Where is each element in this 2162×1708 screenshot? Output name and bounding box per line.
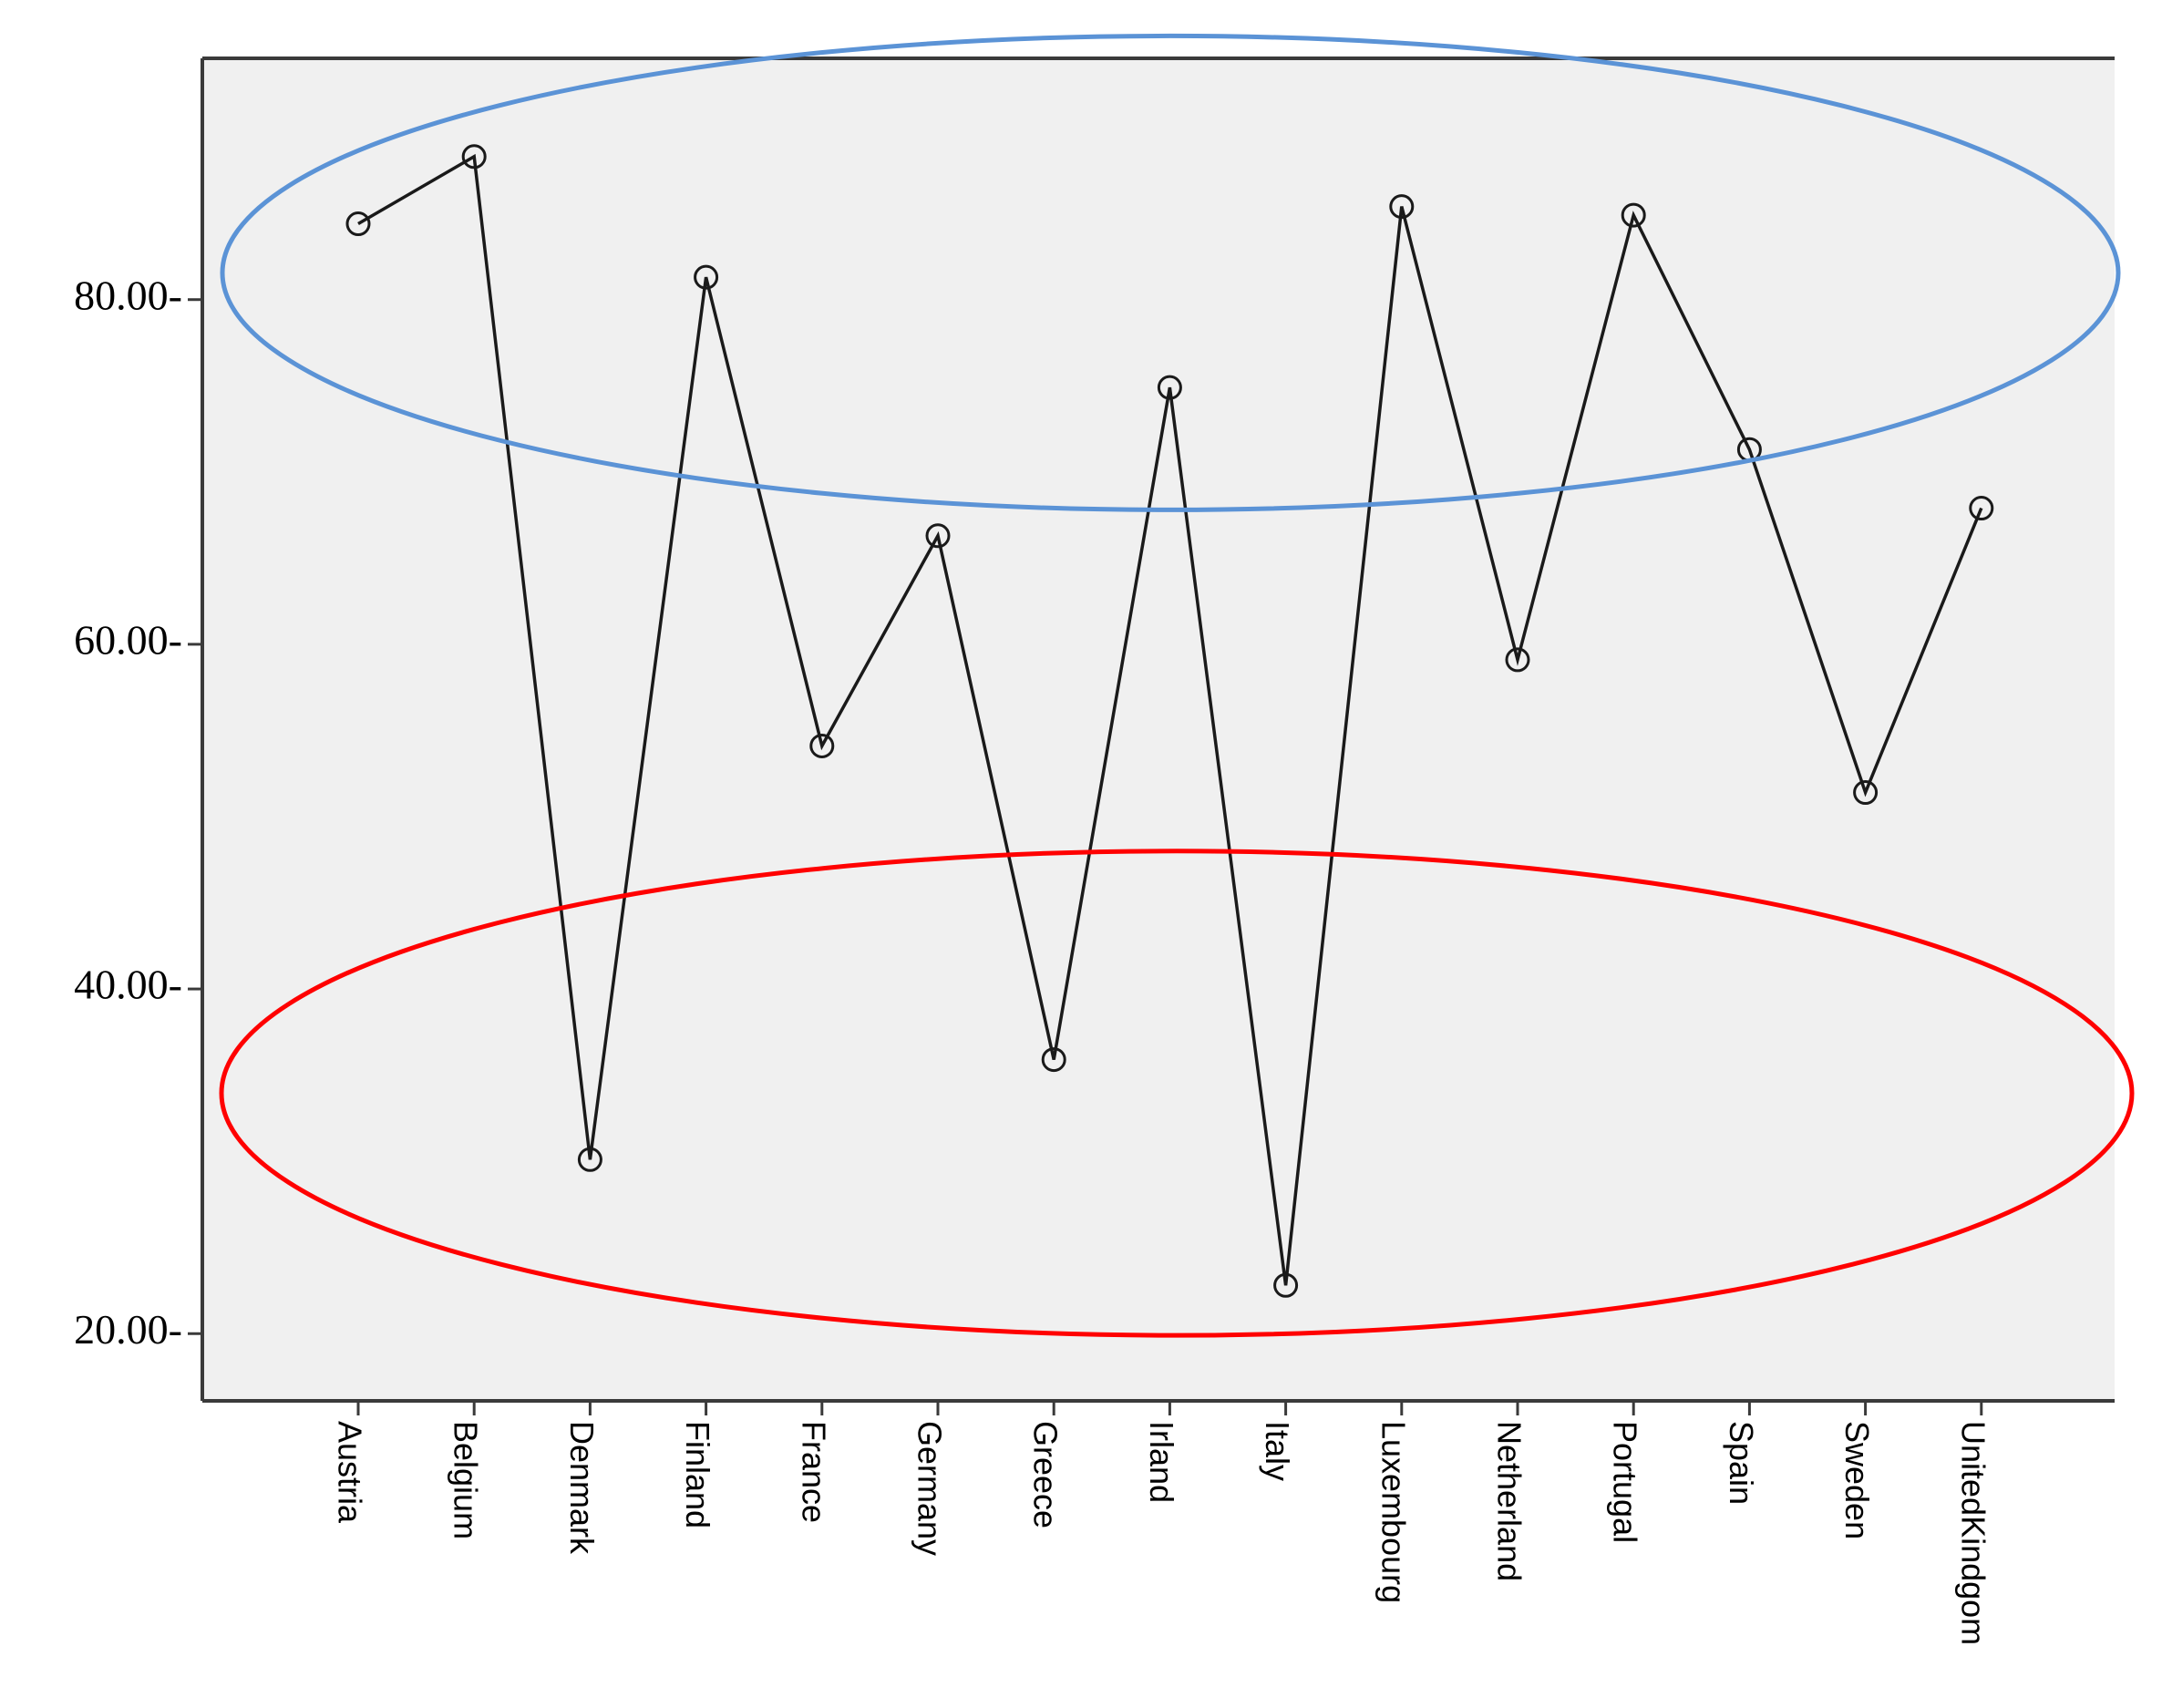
data-point	[1157, 375, 1182, 400]
x-tick-label: Spain	[1723, 1421, 1760, 1505]
data-point	[1505, 647, 1530, 673]
x-tick-label: Greece	[1027, 1421, 1065, 1528]
data-point	[577, 1147, 602, 1172]
data-point	[345, 211, 371, 237]
x-tick-label: Luxembourg	[1374, 1421, 1412, 1603]
data-point	[1273, 1272, 1299, 1298]
x-tick-label: UnitedKindgom	[1954, 1421, 1992, 1645]
high-group-ellipse	[220, 33, 2121, 512]
y-tick-label: 60.00-	[74, 616, 182, 663]
data-point	[461, 144, 487, 170]
x-tick-label: Finland	[679, 1421, 716, 1528]
x-tick-label: Austria	[331, 1421, 368, 1524]
x-tick-label: Irland	[1143, 1421, 1180, 1503]
y-axis-ticks: 20.00- 40.00- 60.00- 80.00-	[74, 272, 202, 1353]
x-tick-label: Netherland	[1490, 1421, 1528, 1581]
x-tick-label: France	[795, 1421, 832, 1523]
data-point	[925, 523, 951, 549]
series-line	[357, 153, 1983, 1286]
data-point	[1389, 194, 1415, 220]
plot-background	[202, 58, 2115, 1401]
data-point	[694, 264, 719, 290]
x-tick-label: Belgium	[448, 1421, 485, 1539]
y-tick-label: 80.00-	[74, 272, 182, 318]
x-tick-label: Denmark	[563, 1421, 601, 1555]
x-tick-label: Portugal	[1607, 1421, 1644, 1543]
y-tick-label: 20.00-	[74, 1306, 182, 1353]
data-point	[1621, 202, 1646, 228]
x-tick-label: Germany	[911, 1421, 948, 1556]
data-point	[809, 733, 835, 758]
low-group-ellipse	[219, 849, 2135, 1338]
x-tick-label: Italy	[1259, 1421, 1296, 1481]
data-point	[1041, 1047, 1066, 1073]
data-point	[1969, 496, 1994, 521]
x-tick-label: Sweden	[1838, 1421, 1876, 1539]
annotations	[219, 33, 2135, 1338]
y-tick-label: 40.00-	[74, 962, 182, 1008]
data-point	[1853, 780, 1879, 806]
x-axis-ticks: Austria Belgium Denmark Finland France German…	[331, 1401, 1992, 1645]
data-points	[345, 144, 1994, 1298]
